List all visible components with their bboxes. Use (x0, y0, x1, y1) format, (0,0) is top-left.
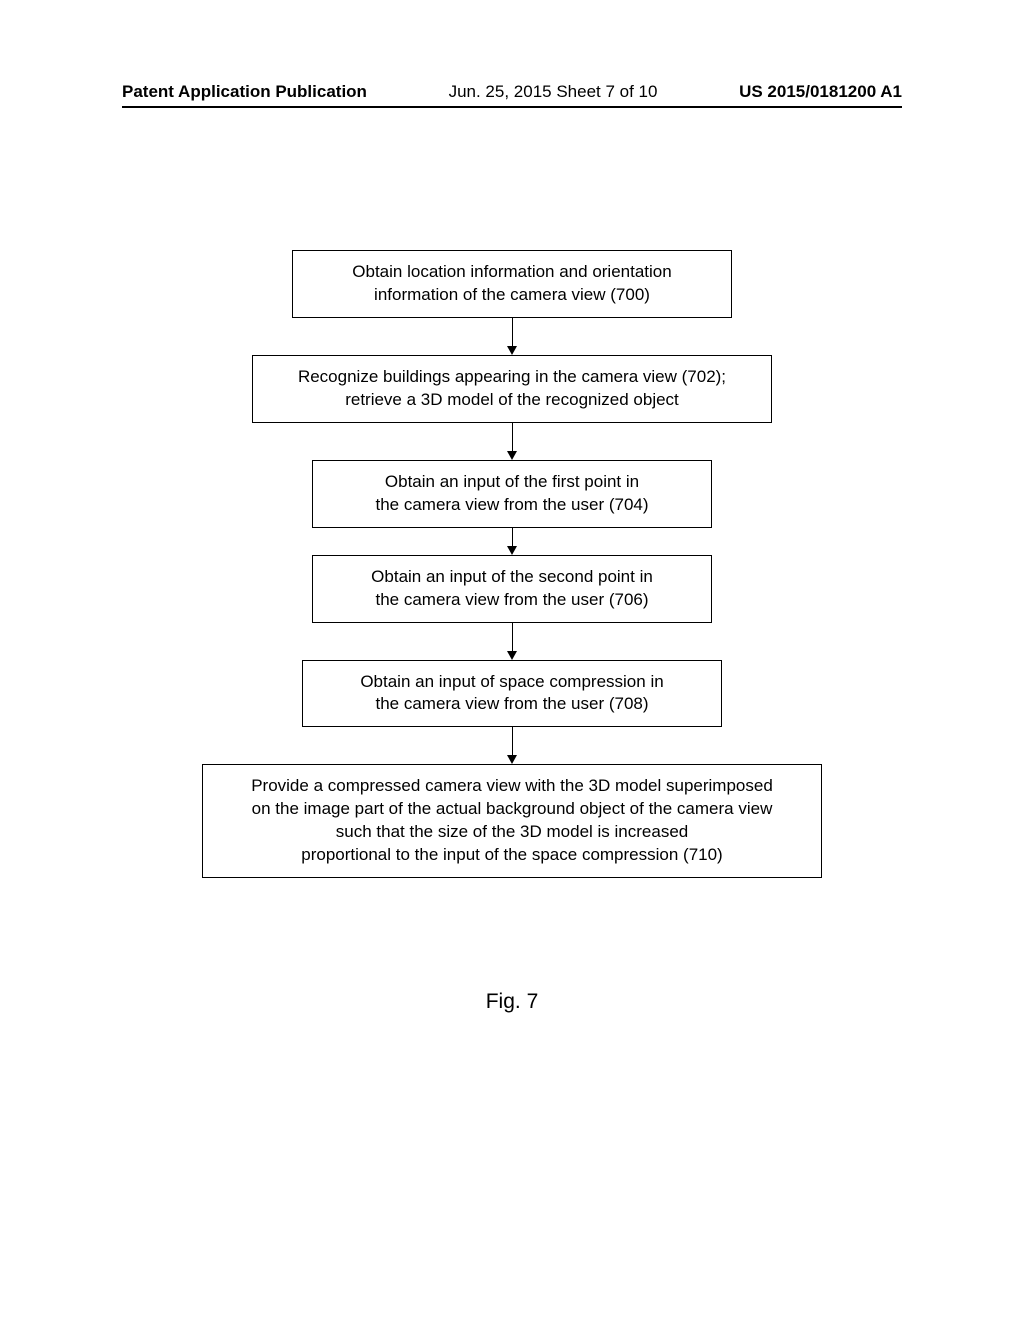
flow-box-b710: Provide a compressed camera view with th… (202, 764, 822, 878)
flow-arrow (507, 423, 517, 460)
header-right: US 2015/0181200 A1 (739, 82, 902, 102)
header-center: Jun. 25, 2015 Sheet 7 of 10 (449, 82, 658, 102)
flow-box-b708: Obtain an input of space compression int… (302, 660, 722, 728)
page: Patent Application Publication Jun. 25, … (0, 0, 1024, 1320)
flow-arrow (507, 318, 517, 355)
flowchart: Obtain location information and orientat… (0, 250, 1024, 878)
header-left: Patent Application Publication (122, 82, 367, 102)
flow-arrow (507, 623, 517, 660)
flow-box-b700: Obtain location information and orientat… (292, 250, 732, 318)
flow-box-b706: Obtain an input of the second point inth… (312, 555, 712, 623)
flow-box-b704: Obtain an input of the first point inthe… (312, 460, 712, 528)
flow-arrow (507, 727, 517, 764)
figure-caption: Fig. 7 (0, 990, 1024, 1014)
flow-arrow (507, 528, 517, 555)
page-header: Patent Application Publication Jun. 25, … (0, 82, 1024, 102)
flow-box-b702: Recognize buildings appearing in the cam… (252, 355, 772, 423)
header-rule (122, 106, 902, 108)
header-row: Patent Application Publication Jun. 25, … (122, 82, 902, 102)
